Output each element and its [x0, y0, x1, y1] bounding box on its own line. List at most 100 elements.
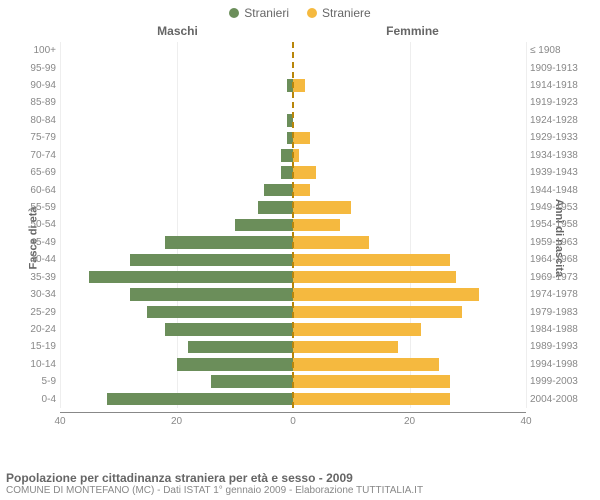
bar-half-female	[293, 59, 526, 76]
bar-half-female	[293, 390, 526, 407]
year-label: 1924-1928	[530, 115, 592, 126]
bar-half-male	[60, 129, 293, 146]
x-tick: 0	[290, 416, 296, 427]
bar-half-female	[293, 42, 526, 59]
bar-female	[293, 341, 398, 354]
year-label: 1919-1923	[530, 97, 592, 108]
bar-half-female	[293, 286, 526, 303]
year-label: 1959-1963	[530, 237, 592, 248]
x-tick: 40	[520, 416, 531, 427]
bar-half-male	[60, 77, 293, 94]
chart-container: Stranieri Straniere Maschi Femmine Fasce…	[0, 0, 600, 500]
bar-half-female	[293, 147, 526, 164]
age-label: 65-69	[18, 167, 56, 178]
year-label: 1944-1948	[530, 185, 592, 196]
x-axis: 402002040	[60, 412, 526, 432]
bar-female	[293, 393, 450, 406]
bar-female	[293, 306, 462, 319]
footer: Popolazione per cittadinanza straniera p…	[6, 471, 594, 496]
bar-female	[293, 166, 316, 179]
bar-half-male	[60, 181, 293, 198]
bar-half-female	[293, 164, 526, 181]
bar-female	[293, 219, 340, 232]
bar-half-male	[60, 216, 293, 233]
legend-label-male: Stranieri	[244, 6, 289, 20]
bar-half-female	[293, 234, 526, 251]
bar-half-male	[60, 356, 293, 373]
bar-half-male	[60, 199, 293, 216]
bar-male	[130, 288, 293, 301]
year-label: 1934-1938	[530, 150, 592, 161]
bar-half-male	[60, 42, 293, 59]
bar-half-female	[293, 268, 526, 285]
bar-half-male	[60, 286, 293, 303]
year-label: 1909-1913	[530, 63, 592, 74]
bar-male	[235, 219, 293, 232]
x-tick: 20	[171, 416, 182, 427]
year-label: 1979-1983	[530, 307, 592, 318]
center-axis-line	[292, 42, 294, 408]
year-label: 1989-1993	[530, 341, 592, 352]
year-label: 1999-2003	[530, 376, 592, 387]
age-label: 25-29	[18, 307, 56, 318]
age-label: 70-74	[18, 150, 56, 161]
bar-half-male	[60, 94, 293, 111]
column-title-female: Femmine	[295, 24, 600, 38]
bar-half-male	[60, 147, 293, 164]
year-label: 1984-1988	[530, 324, 592, 335]
year-label: 1974-1978	[530, 289, 592, 300]
age-label: 95-99	[18, 63, 56, 74]
legend: Stranieri Straniere	[0, 0, 600, 24]
bar-female	[293, 132, 310, 145]
bar-half-male	[60, 251, 293, 268]
footer-title: Popolazione per cittadinanza straniera p…	[6, 471, 594, 485]
age-label: 5-9	[18, 376, 56, 387]
bar-male	[177, 358, 294, 371]
bar-half-female	[293, 356, 526, 373]
x-tick: 20	[404, 416, 415, 427]
bar-half-female	[293, 338, 526, 355]
bar-male	[188, 341, 293, 354]
age-label: 30-34	[18, 289, 56, 300]
bar-half-male	[60, 303, 293, 320]
age-label: 85-89	[18, 97, 56, 108]
bar-half-female	[293, 77, 526, 94]
bar-half-male	[60, 390, 293, 407]
bar-half-female	[293, 94, 526, 111]
bar-half-female	[293, 303, 526, 320]
bar-male	[130, 254, 293, 267]
bar-half-male	[60, 268, 293, 285]
column-titles: Maschi Femmine	[0, 24, 600, 38]
age-label: 40-44	[18, 254, 56, 265]
age-label: 45-49	[18, 237, 56, 248]
gridline-vertical	[526, 42, 527, 408]
bar-female	[293, 358, 439, 371]
bar-half-female	[293, 112, 526, 129]
age-label: 10-14	[18, 359, 56, 370]
bar-half-female	[293, 321, 526, 338]
bar-female	[293, 375, 450, 388]
year-label: 1949-1953	[530, 202, 592, 213]
bar-male	[165, 323, 293, 336]
bar-female	[293, 201, 351, 214]
bar-female	[293, 184, 310, 197]
legend-dot-female	[307, 8, 317, 18]
legend-label-female: Straniere	[322, 6, 371, 20]
bar-half-male	[60, 59, 293, 76]
bar-male	[89, 271, 293, 284]
bar-half-male	[60, 112, 293, 129]
bar-female	[293, 288, 479, 301]
year-label: 1969-1973	[530, 272, 592, 283]
year-label: 1939-1943	[530, 167, 592, 178]
age-label: 50-54	[18, 219, 56, 230]
legend-dot-male	[229, 8, 239, 18]
year-label: 1994-1998	[530, 359, 592, 370]
bar-male	[147, 306, 293, 319]
age-label: 0-4	[18, 394, 56, 405]
bar-male	[258, 201, 293, 214]
x-axis-line	[60, 412, 526, 413]
year-label: 1914-1918	[530, 80, 592, 91]
year-label: 1964-1968	[530, 254, 592, 265]
bar-half-male	[60, 234, 293, 251]
bar-half-male	[60, 321, 293, 338]
